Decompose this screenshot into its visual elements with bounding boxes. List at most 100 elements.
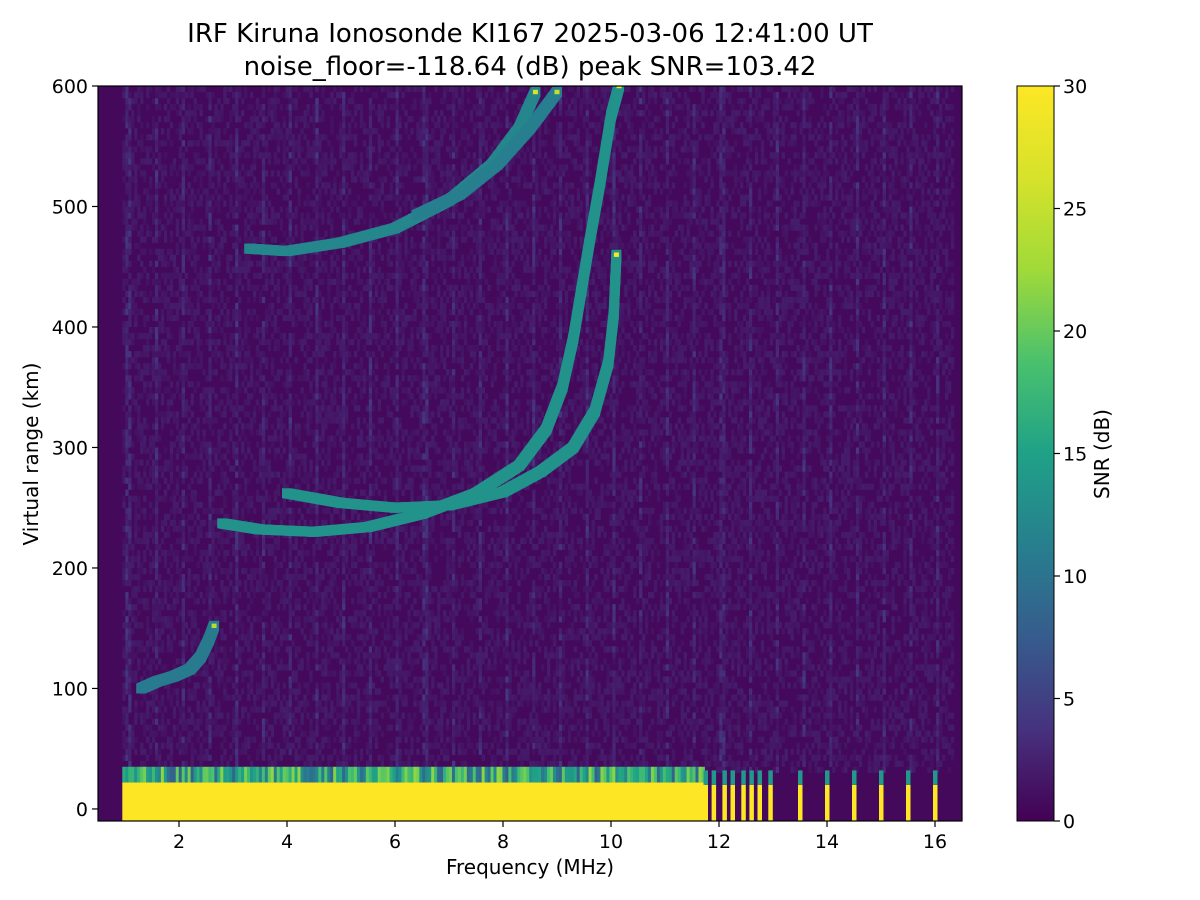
noise-cell [244, 363, 248, 370]
noise-cell [282, 730, 286, 737]
noise-cell [333, 399, 337, 406]
noise-cell [181, 236, 185, 243]
noise-cell [273, 622, 278, 629]
noise-cell [131, 676, 135, 683]
noise-cell [342, 634, 346, 641]
noise-cell [315, 501, 319, 508]
noise-cell [321, 567, 325, 575]
noise-cell [181, 760, 185, 767]
noise-cell [235, 507, 239, 514]
noise-cell [149, 158, 153, 165]
noise-cell [247, 122, 251, 129]
noise-cell [339, 314, 343, 322]
noise-cell [223, 128, 227, 135]
noise-cell [235, 104, 239, 111]
noise-cell [282, 555, 286, 563]
noise-cell [125, 531, 129, 539]
noise-cell [368, 248, 373, 255]
noise-cell [276, 754, 281, 761]
noise-cell [297, 598, 301, 605]
noise-cell [261, 652, 266, 659]
noise-cell [297, 260, 301, 267]
noise-cell [190, 164, 194, 171]
noise-cell [315, 339, 319, 346]
noise-cell [300, 513, 304, 520]
noise-cell [297, 586, 301, 593]
noise-cell [208, 326, 212, 334]
noise-cell [211, 236, 215, 243]
noise-cell [131, 592, 135, 599]
noise-cell [128, 495, 132, 502]
noise-cell [359, 580, 364, 587]
noise-cell [125, 254, 129, 261]
noise-cell [368, 471, 373, 478]
noise-cell [339, 748, 343, 755]
noise-cell [342, 561, 346, 569]
noise-cell [282, 351, 286, 358]
noise-cell [140, 272, 144, 279]
noise-cell [208, 140, 212, 147]
noise-cell [264, 592, 269, 599]
noise-cell [267, 604, 272, 611]
noise-cell [244, 351, 248, 358]
noise-cell [267, 742, 272, 749]
noise-cell [166, 694, 171, 701]
noise-cell [149, 146, 153, 153]
noise-cell [128, 658, 132, 665]
noise-cell [217, 682, 221, 689]
noise-cell [250, 760, 254, 767]
noise-cell [205, 188, 209, 195]
noise-cell [122, 405, 126, 412]
noise-cell [279, 206, 284, 213]
noise-cell [166, 567, 171, 575]
noise-cell [261, 284, 266, 292]
noise-cell [321, 622, 325, 629]
noise-cell [356, 170, 361, 177]
noise-cell [374, 272, 379, 279]
noise-cell [368, 483, 373, 490]
noise-cell [211, 369, 215, 376]
noise-cell [154, 664, 159, 671]
noise-cell [288, 314, 292, 322]
noise-cell [205, 555, 209, 563]
noise-cell [217, 531, 221, 539]
noise-cell [214, 489, 218, 496]
noise-cell [300, 375, 304, 382]
noise-cell [255, 128, 260, 135]
noise-cell [356, 670, 361, 677]
noise-cell [181, 489, 185, 496]
noise-cell [205, 92, 209, 99]
noise-cell [199, 447, 203, 454]
noise-cell [309, 459, 313, 466]
noise-cell [342, 230, 346, 237]
noise-cell [258, 218, 263, 225]
noise-cell [149, 688, 153, 695]
noise-cell [309, 284, 313, 292]
noise-cell [154, 296, 159, 304]
noise-cell [288, 447, 292, 454]
noise-cell [321, 170, 325, 177]
noise-cell [348, 98, 352, 105]
noise-cell [157, 218, 162, 225]
noise-cell [208, 561, 212, 569]
noise-cell [163, 616, 168, 623]
noise-cell [282, 381, 286, 388]
noise-cell [163, 140, 168, 147]
noise-cell [377, 296, 382, 304]
noise-cell [196, 754, 200, 761]
noise-cell [368, 333, 373, 340]
noise-cell [365, 453, 370, 460]
noise-cell [273, 104, 278, 111]
noise-cell [270, 682, 275, 689]
noise-cell [276, 326, 281, 334]
noise-cell [288, 549, 292, 557]
noise-cell [140, 561, 144, 569]
noise-cell [350, 555, 355, 563]
noise-cell [330, 537, 334, 545]
noise-cell [333, 176, 337, 183]
noise-cell [160, 465, 165, 472]
noise-cell [300, 224, 304, 231]
noise-cell [134, 375, 138, 382]
noise-cell [255, 694, 260, 701]
noise-cell [238, 718, 242, 725]
